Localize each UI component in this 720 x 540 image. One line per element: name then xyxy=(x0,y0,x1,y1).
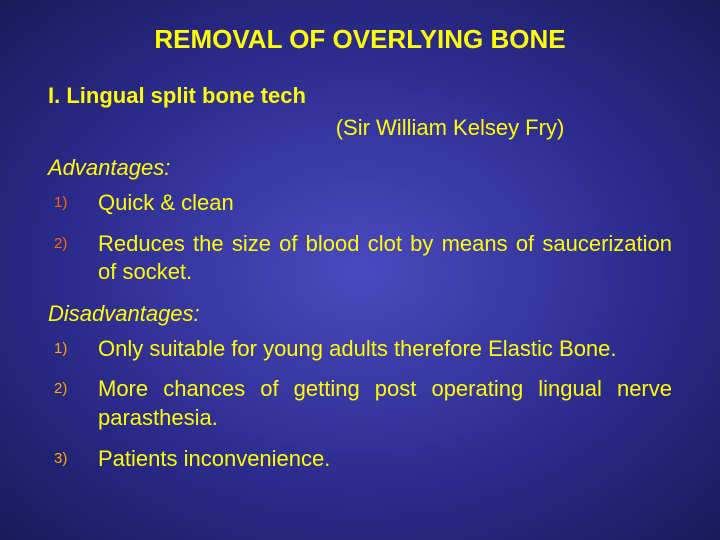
list-text: Patients inconvenience. xyxy=(98,446,330,471)
list-item: 2) Reduces the size of blood clot by mea… xyxy=(48,230,672,287)
list-number: 1) xyxy=(54,193,67,213)
slide-title: REMOVAL OF OVERLYING BONE xyxy=(48,24,672,55)
list-text: More chances of getting post operating l… xyxy=(98,376,672,430)
advantages-heading: Advantages: xyxy=(48,155,672,181)
disadvantages-list: 1) Only suitable for young adults theref… xyxy=(48,335,672,473)
list-number: 2) xyxy=(54,234,67,254)
slide: REMOVAL OF OVERLYING BONE I. Lingual spl… xyxy=(0,0,720,540)
list-number: 2) xyxy=(54,379,67,399)
list-item: 3) Patients inconvenience. xyxy=(48,445,672,474)
section-heading: I. Lingual split bone tech xyxy=(48,83,672,109)
disadvantages-heading: Disadvantages: xyxy=(48,301,672,327)
list-text: Quick & clean xyxy=(98,190,234,215)
list-number: 3) xyxy=(54,449,67,469)
list-item: 2) More chances of getting post operatin… xyxy=(48,375,672,432)
list-text: Only suitable for young adults therefore… xyxy=(98,336,617,361)
attribution: (Sir William Kelsey Fry) xyxy=(48,115,672,141)
advantages-list: 1) Quick & clean 2) Reduces the size of … xyxy=(48,189,672,287)
list-number: 1) xyxy=(54,339,67,359)
list-item: 1) Only suitable for young adults theref… xyxy=(48,335,672,364)
list-item: 1) Quick & clean xyxy=(48,189,672,218)
list-text: Reduces the size of blood clot by means … xyxy=(98,231,672,285)
